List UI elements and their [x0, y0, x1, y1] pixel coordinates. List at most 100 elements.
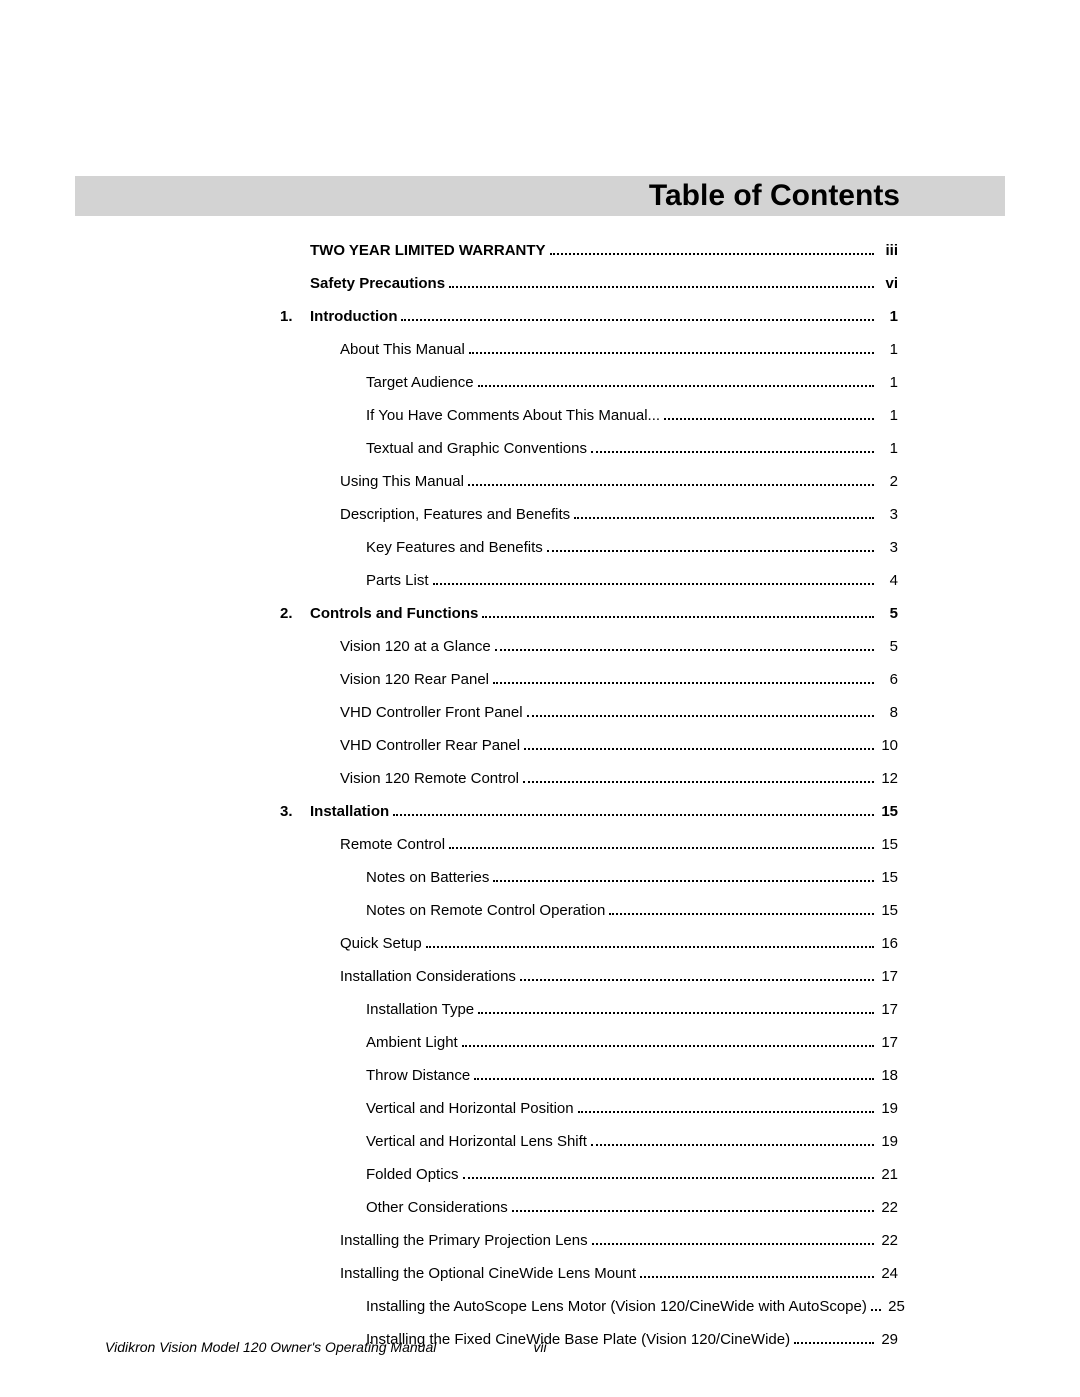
toc-entry-page: 21: [878, 1164, 898, 1185]
dot-leader: [449, 835, 874, 849]
dot-leader: [469, 340, 874, 354]
toc-entry-label: Notes on Batteries: [310, 867, 489, 888]
toc-entry-label: Controls and Functions: [310, 603, 478, 624]
toc-entry: 3.Installation 15: [280, 801, 898, 822]
toc-entry: Description, Features and Benefits 3: [280, 504, 898, 525]
toc-entry-page: 1: [878, 372, 898, 393]
toc-entry-page: 17: [878, 966, 898, 987]
toc-entry-page: 5: [878, 636, 898, 657]
dot-leader: [609, 901, 874, 915]
toc-entry: Vision 120 at a Glance 5: [280, 636, 898, 657]
dot-leader: [462, 1033, 874, 1047]
toc-entry: Folded Optics21: [280, 1164, 898, 1185]
toc-entry-page: 2: [878, 471, 898, 492]
dot-leader: [478, 1000, 874, 1014]
toc-entry-label: VHD Controller Front Panel: [310, 702, 523, 723]
toc-entry-page: 24: [878, 1263, 898, 1284]
toc-entry-page: 15: [878, 900, 898, 921]
toc-entry: 2.Controls and Functions 5: [280, 603, 898, 624]
toc-entry-label: TWO YEAR LIMITED WARRANTY: [310, 240, 546, 261]
dot-leader: [474, 1066, 874, 1080]
toc-entry: If You Have Comments About This Manual..…: [280, 405, 898, 426]
toc-entry-page: 25: [885, 1296, 905, 1317]
toc-entry: Throw Distance18: [280, 1065, 898, 1086]
header-bar: Table of Contents: [75, 176, 1005, 216]
toc-list: TWO YEAR LIMITED WARRANTY iii Safety Preca…: [280, 240, 898, 1362]
dot-leader: [493, 670, 874, 684]
toc-entry-page: 1: [878, 438, 898, 459]
dot-leader: [520, 967, 874, 981]
toc-entry-label: If You Have Comments About This Manual..…: [310, 405, 660, 426]
toc-entry: Parts List 4: [280, 570, 898, 591]
footer-page-number: vii: [533, 1339, 546, 1355]
dot-leader: [449, 274, 874, 288]
toc-entry-label: Safety Precautions: [310, 273, 445, 294]
toc-entry-label: Vertical and Horizontal Lens Shift: [310, 1131, 587, 1152]
toc-entry-page: 17: [878, 999, 898, 1020]
toc-entry-page: 5: [878, 603, 898, 624]
toc-entry-page: 16: [878, 933, 898, 954]
toc-entry-page: 3: [878, 504, 898, 525]
toc-entry-page: vi: [878, 273, 898, 294]
toc-entry-label: Other Considerations: [310, 1197, 508, 1218]
toc-entry-page: 19: [878, 1098, 898, 1119]
dot-leader: [524, 736, 874, 750]
toc-entry-label: Installation: [310, 801, 389, 822]
toc-entry-page: 12: [878, 768, 898, 789]
toc-entry: Installation Considerations 17: [280, 966, 898, 987]
dot-leader: [592, 1231, 874, 1245]
toc-entry-page: 19: [878, 1131, 898, 1152]
dot-leader: [664, 406, 874, 420]
dot-leader: [591, 1132, 874, 1146]
dot-leader: [527, 703, 874, 717]
toc-entry-label: Target Audience: [310, 372, 474, 393]
dot-leader: [495, 637, 874, 651]
dot-leader: [640, 1264, 874, 1278]
toc-entry-label: Notes on Remote Control Operation: [310, 900, 605, 921]
toc-entry: Key Features and Benefits3: [280, 537, 898, 558]
toc-entry: Installation Type17: [280, 999, 898, 1020]
toc-entry-page: 17: [878, 1032, 898, 1053]
toc-entry-page: 4: [878, 570, 898, 591]
toc-entry-number: 2.: [280, 603, 310, 624]
dot-leader: [463, 1165, 874, 1179]
toc-entry: Notes on Batteries15: [280, 867, 898, 888]
dot-leader: [574, 505, 874, 519]
dot-leader: [493, 868, 874, 882]
page-title: Table of Contents: [649, 179, 900, 213]
toc-entry-label: Parts List: [310, 570, 429, 591]
toc-entry-page: 6: [878, 669, 898, 690]
toc-entry: VHD Controller Rear Panel10: [280, 735, 898, 756]
dot-leader: [482, 604, 874, 618]
toc-entry-page: 15: [878, 834, 898, 855]
dot-leader: [871, 1297, 881, 1311]
toc-entry-label: Throw Distance: [310, 1065, 470, 1086]
toc-entry-page: 15: [878, 801, 898, 822]
dot-leader: [547, 538, 874, 552]
toc-entry: Vertical and Horizontal Position 19: [280, 1098, 898, 1119]
dot-leader: [401, 307, 874, 321]
toc-entry: Installing the Primary Projection Lens22: [280, 1230, 898, 1251]
toc-entry-label: Vertical and Horizontal Position: [310, 1098, 574, 1119]
toc-entry: Notes on Remote Control Operation 15: [280, 900, 898, 921]
toc-entry: Safety Precautions vi: [280, 273, 898, 294]
dot-leader: [426, 934, 874, 948]
toc-entry: Installing the AutoScope Lens Motor (Vis…: [280, 1296, 898, 1317]
toc-entry: Other Considerations22: [280, 1197, 898, 1218]
dot-leader: [591, 439, 874, 453]
toc-entry-label: Key Features and Benefits: [310, 537, 543, 558]
toc-entry-label: Installation Considerations: [310, 966, 516, 987]
toc-entry-label: Description, Features and Benefits: [310, 504, 570, 525]
toc-entry-page: 22: [878, 1230, 898, 1251]
toc-entry: Ambient Light17: [280, 1032, 898, 1053]
toc-entry-number: 1.: [280, 306, 310, 327]
toc-entry: Vision 120 Rear Panel6: [280, 669, 898, 690]
toc-entry-label: Vision 120 at a Glance: [310, 636, 491, 657]
toc-entry-page: 1: [878, 306, 898, 327]
toc-entry-page: 10: [878, 735, 898, 756]
toc-entry: Remote Control15: [280, 834, 898, 855]
toc-entry: Textual and Graphic Conventions1: [280, 438, 898, 459]
toc-entry-page: iii: [878, 240, 898, 261]
toc-entry-number: 3.: [280, 801, 310, 822]
toc-entry-label: Using This Manual: [310, 471, 464, 492]
